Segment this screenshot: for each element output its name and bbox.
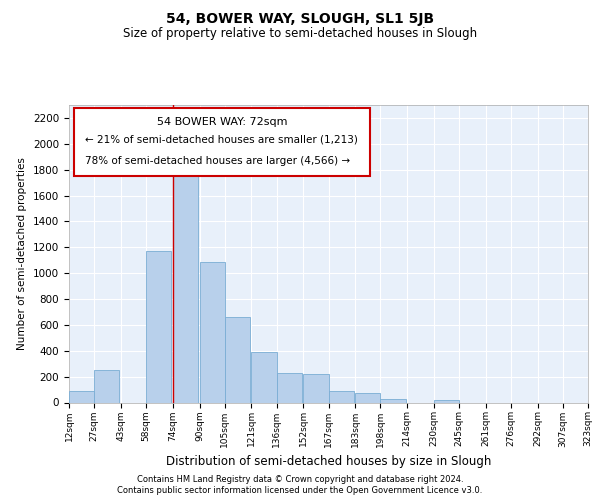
Text: 78% of semi-detached houses are larger (4,566) →: 78% of semi-detached houses are larger (… [85, 156, 350, 166]
Text: 54 BOWER WAY: 72sqm: 54 BOWER WAY: 72sqm [157, 117, 287, 127]
Text: Contains public sector information licensed under the Open Government Licence v3: Contains public sector information licen… [118, 486, 482, 495]
Text: Contains HM Land Registry data © Crown copyright and database right 2024.: Contains HM Land Registry data © Crown c… [137, 475, 463, 484]
Bar [146, 251, 171, 402]
Bar [380, 398, 406, 402]
Bar [329, 391, 353, 402]
FancyBboxPatch shape [74, 108, 370, 176]
Bar [304, 374, 329, 402]
Text: ← 21% of semi-detached houses are smaller (1,213): ← 21% of semi-detached houses are smalle… [85, 134, 358, 145]
Bar [277, 374, 302, 402]
Text: 54, BOWER WAY, SLOUGH, SL1 5JB: 54, BOWER WAY, SLOUGH, SL1 5JB [166, 12, 434, 26]
Bar [355, 394, 380, 402]
X-axis label: Distribution of semi-detached houses by size in Slough: Distribution of semi-detached houses by … [166, 455, 491, 468]
Bar [69, 391, 94, 402]
Y-axis label: Number of semi-detached properties: Number of semi-detached properties [17, 158, 28, 350]
Bar [173, 175, 198, 402]
Bar [251, 352, 277, 403]
Bar [200, 262, 224, 402]
Bar [224, 317, 250, 402]
Bar [434, 400, 459, 402]
Text: Size of property relative to semi-detached houses in Slough: Size of property relative to semi-detach… [123, 28, 477, 40]
Bar [94, 370, 119, 402]
